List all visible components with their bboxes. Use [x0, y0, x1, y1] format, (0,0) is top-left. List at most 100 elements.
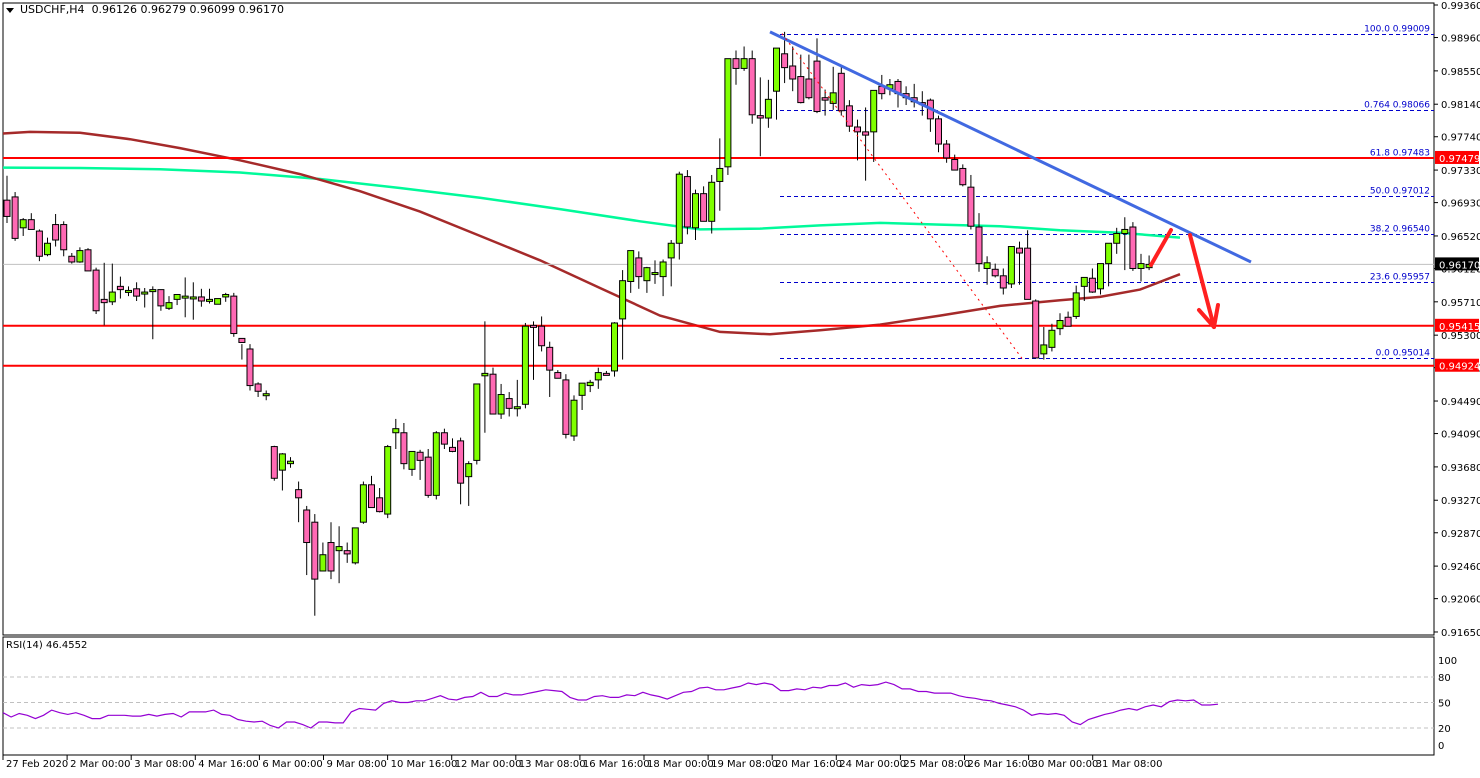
- fib-level-label: 23.6 0.95957: [1370, 273, 1430, 283]
- moving-average-line: [2, 130, 1181, 336]
- fibonacci-levels[interactable]: 100.0 0.99009 0.764 0.98066 61.8 0.97483 50…: [780, 25, 1434, 359]
- bearish-candle: [821, 97, 829, 101]
- bullish-candle: [165, 302, 173, 309]
- bullish-candle: [222, 293, 230, 298]
- time-tick-label: 19 Mar 08:00: [711, 759, 778, 770]
- bullish-candle: [481, 372, 489, 377]
- symbol-label: USDCHF,H4: [20, 3, 85, 16]
- bullish-candle: [392, 428, 400, 434]
- ohlc-values: 0.96126 0.96279 0.96099 0.96170: [91, 3, 285, 16]
- price-badge: [1435, 318, 1479, 332]
- bullish-candle: [1007, 246, 1015, 285]
- price-tick-label: 0.98960: [1441, 34, 1480, 45]
- bearish-candle: [530, 324, 537, 328]
- fib-level-label: 50.0 0.97012: [1370, 187, 1430, 197]
- bullish-candle: [141, 291, 149, 295]
- bullish-candle: [189, 296, 197, 300]
- bullish-candle: [1048, 329, 1056, 348]
- price-tick-label: 0.92060: [1441, 595, 1480, 606]
- price-tick-label: 0.93680: [1441, 463, 1480, 474]
- rsi-axis-label: 50: [1438, 699, 1451, 710]
- bullish-candle: [521, 325, 529, 405]
- time-tick-label: 26 Mar 16:00: [968, 759, 1035, 770]
- horizontal-support-resistance-lines[interactable]: [3, 156, 1434, 367]
- time-tick-label: 13 Mar 08:00: [519, 759, 586, 770]
- price-badge-label: 0.95415: [1439, 322, 1480, 333]
- red-up-stroke: [1149, 228, 1173, 267]
- rsi-axis-label: 100: [1438, 656, 1457, 667]
- price-axis[interactable]: 0.99360 0.98960 0.98550 0.98140 0.97740 0.973…: [1434, 1, 1480, 639]
- time-tick-label: 9 Mar 08:00: [327, 759, 387, 770]
- bearish-candle: [246, 348, 254, 387]
- price-tick-label: 0.92870: [1441, 529, 1480, 540]
- dropdown-triangle-icon[interactable]: [6, 7, 14, 13]
- bearish-candle: [975, 226, 983, 265]
- fib-diagonal-line: [781, 33, 1023, 359]
- price-tick-label: 0.92460: [1441, 562, 1480, 573]
- bearish-candle: [270, 446, 278, 479]
- annotation-arrows[interactable]: [1149, 228, 1220, 329]
- bearish-candle: [999, 275, 1007, 289]
- red-down-arrow-shaft: [1188, 233, 1216, 329]
- bearish-candle: [449, 446, 456, 452]
- bullish-candle: [173, 293, 181, 300]
- price-tick-label: 0.97740: [1441, 133, 1480, 144]
- bullish-candle: [19, 219, 27, 229]
- bearish-candle: [602, 372, 610, 376]
- bullish-candle: [651, 272, 659, 276]
- price-badge: [1435, 257, 1479, 271]
- bearish-candle: [813, 60, 821, 113]
- rsi-axis-label: 80: [1438, 673, 1451, 684]
- time-tick-label: 25 Mar 08:00: [903, 759, 970, 770]
- price-badge: [1435, 358, 1479, 372]
- bearish-candle: [635, 257, 643, 278]
- bearish-candle: [959, 167, 967, 186]
- bearish-candle: [52, 224, 60, 241]
- price-badge-label: 0.94924: [1439, 362, 1480, 373]
- bullish-candle: [214, 298, 222, 305]
- bearish-candle: [60, 224, 68, 251]
- bullish-candle: [513, 406, 521, 410]
- price-tick-label: 0.96520: [1441, 232, 1480, 243]
- rsi-panel-frame: [2, 636, 1435, 756]
- descending-trendline: [769, 30, 1252, 264]
- bearish-candle: [1129, 226, 1137, 269]
- bearish-candle: [35, 230, 43, 257]
- bullish-candle: [983, 262, 991, 269]
- bearish-candle: [854, 126, 861, 133]
- time-tick-label: 24 Mar 00:00: [839, 759, 906, 770]
- rsi-line: [2, 681, 1219, 729]
- bullish-candle: [1105, 242, 1113, 265]
- bullish-candle: [619, 280, 627, 320]
- bullish-candle: [287, 460, 294, 465]
- fib-level-label: 0.764 0.98066: [1364, 101, 1430, 111]
- trendline[interactable]: [769, 30, 1252, 264]
- bullish-candle: [262, 393, 270, 397]
- bearish-candle: [440, 432, 448, 445]
- bearish-candle: [538, 325, 546, 347]
- bearish-candle: [68, 255, 76, 263]
- bearish-candle: [546, 346, 554, 371]
- bullish-candle: [667, 242, 675, 259]
- time-tick-label: 20 Mar 16:00: [775, 759, 842, 770]
- price-tick-label: 0.93270: [1441, 496, 1480, 507]
- bearish-candle: [935, 118, 942, 145]
- bearish-candle: [756, 115, 764, 119]
- bullish-candle: [716, 167, 724, 182]
- bullish-candle: [335, 546, 343, 552]
- bearish-candle: [554, 372, 562, 379]
- time-tick-label: 3 Mar 08:00: [134, 759, 194, 770]
- bearish-candle: [845, 105, 853, 127]
- bearish-candle: [27, 219, 35, 230]
- fib-level-label: 100.0 0.99009: [1364, 25, 1430, 35]
- time-axis[interactable]: 27 Feb 2020 2 Mar 00:00 3 Mar 08:00 4 Mar 1…: [2, 755, 1162, 770]
- bearish-candle: [797, 76, 805, 104]
- bullish-candle: [125, 289, 132, 293]
- bullish-candle: [384, 446, 392, 515]
- rsi-indicator: 100 80 50 20 0: [2, 656, 1457, 752]
- bearish-candle: [1016, 247, 1023, 254]
- bullish-candle: [319, 554, 327, 572]
- bullish-candle: [570, 399, 578, 437]
